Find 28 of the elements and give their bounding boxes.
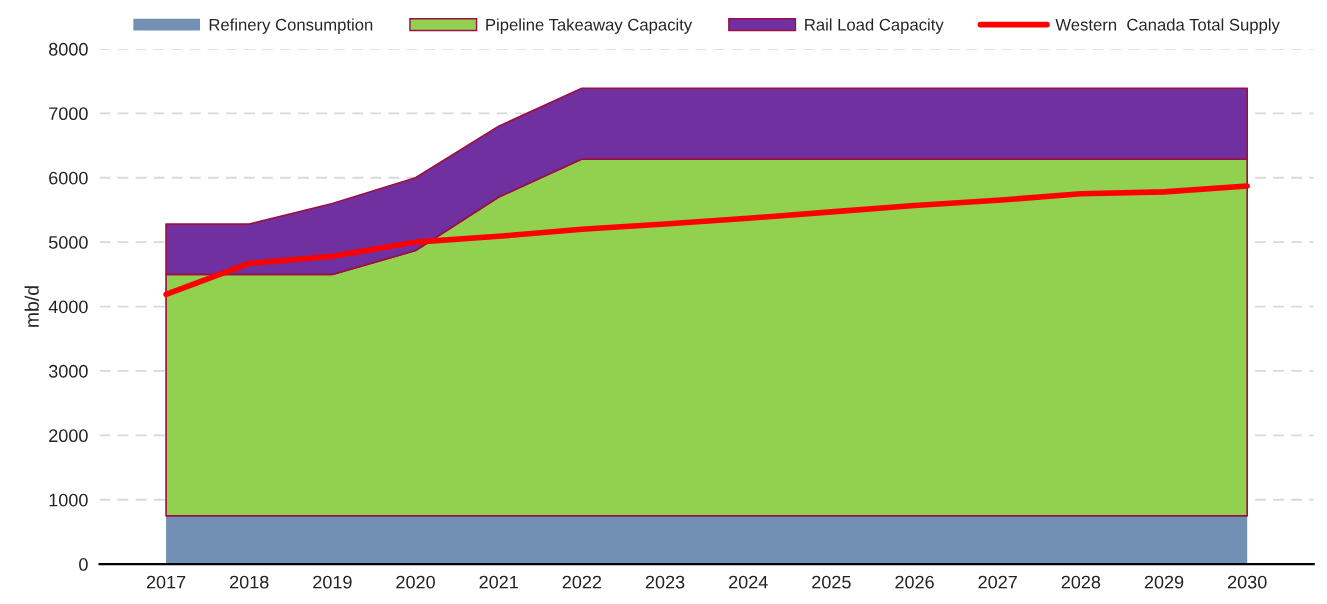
y-tick-label: 0 (79, 558, 88, 571)
legend-label: Rail Load Capacity (805, 18, 944, 34)
legend-label: Western Canada Total Supply (1055, 18, 1280, 34)
x-tick-label: 2020 (396, 575, 435, 589)
y-tick-label: 2000 (49, 429, 88, 443)
x-tick-label: 2017 (146, 575, 186, 589)
y-tick-label: 8000 (49, 42, 88, 56)
legend-label: Refinery Consumption (209, 18, 373, 34)
x-tick-label: 2025 (812, 575, 851, 589)
x-tick-label: 2027 (978, 575, 1017, 589)
legend-label: Pipeline Takeaway Capacity (486, 18, 693, 34)
y-tick-label: 7000 (49, 107, 88, 121)
y-tick-label: 5000 (48, 236, 88, 249)
x-tick-label: 2019 (313, 575, 352, 589)
x-tick-label: 2018 (230, 575, 269, 589)
x-tick-label: 2029 (1144, 575, 1184, 589)
y-tick-label: 1000 (49, 493, 88, 507)
y-tick-label: 3000 (48, 364, 88, 378)
y-tick-label: 4000 (48, 300, 88, 314)
x-tick-label: 2022 (562, 575, 602, 589)
x-tick-label: 2030 (1228, 575, 1267, 589)
y-tick-label: 6000 (49, 171, 88, 185)
x-tick-label: 2023 (645, 575, 685, 589)
x-tick-label: 2026 (895, 575, 934, 589)
x-tick-label: 2021 (479, 575, 518, 589)
x-tick-label: 2024 (729, 575, 768, 589)
x-tick-label: 2028 (1061, 575, 1101, 589)
y-axis-title: mb/d (24, 286, 39, 327)
